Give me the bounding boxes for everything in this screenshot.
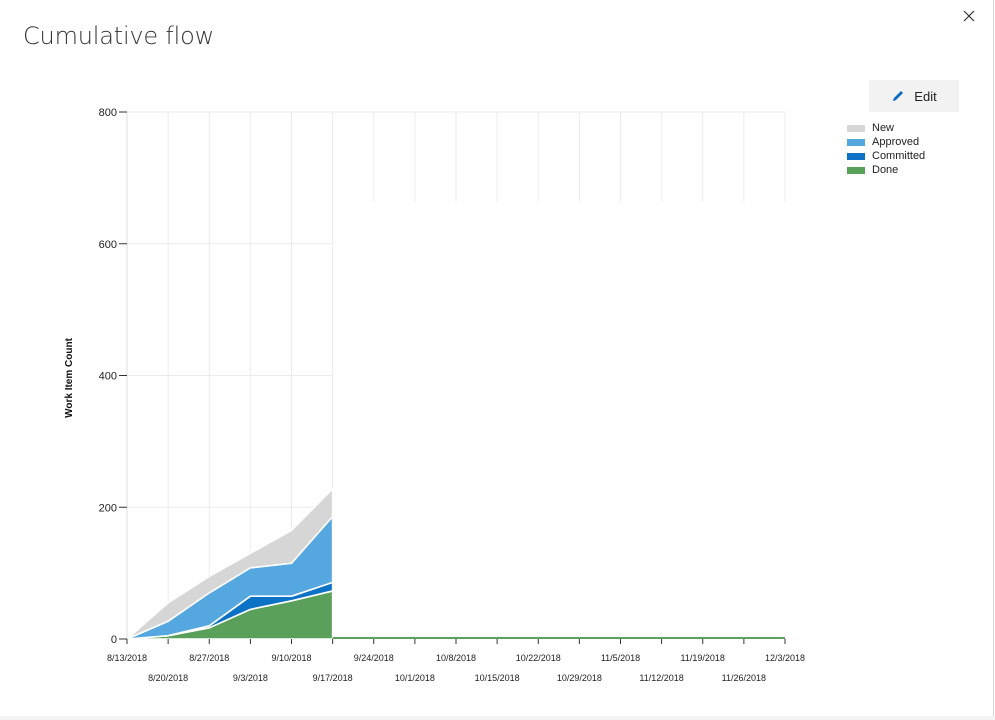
edit-button-label: Edit [914, 88, 937, 104]
legend-item-done[interactable]: Done [847, 163, 925, 177]
area-series-done [126, 590, 334, 640]
background-strip [0, 716, 995, 720]
dialog-title: Cumulative flow [23, 22, 215, 50]
close-icon [963, 10, 975, 22]
chart-areas [126, 488, 785, 640]
x-tick-label: 8/27/2018 [189, 653, 229, 663]
x-tick-label: 10/15/2018 [475, 673, 520, 683]
y-tick-label: 400 [99, 371, 117, 383]
legend-item-approved[interactable]: Approved [847, 135, 925, 149]
x-tick-label: 11/26/2018 [722, 673, 766, 683]
x-tick-label: 8/13/2018 [107, 653, 147, 663]
legend-swatch-approved [847, 138, 865, 146]
y-tick-label: 800 [99, 107, 117, 119]
x-tick-label: 11/19/2018 [681, 653, 725, 663]
x-tick-label: 11/5/2018 [601, 653, 640, 663]
x-tick-label: 9/24/2018 [354, 653, 394, 663]
chart-grid [127, 111, 786, 639]
legend-item-new[interactable]: New [847, 121, 925, 135]
x-tick-label: 10/22/2018 [516, 653, 561, 663]
close-button[interactable] [959, 6, 979, 26]
legend-label-new: New [872, 122, 895, 134]
chart-legend: New Approved Committed Done [847, 121, 925, 177]
legend-label-approved: Approved [872, 136, 920, 148]
area-series-approved [126, 515, 334, 640]
legend-swatch-done [847, 166, 865, 174]
y-tick-label: 200 [99, 502, 117, 514]
y-axis-label: Work Item Count [64, 337, 75, 417]
chart-axes: 0 200 400 600 800 8/13/2018 8/27/2018 9/10/2018… [99, 107, 805, 683]
x-tick-label: 9/17/2018 [313, 673, 353, 683]
future-baseline-band [332, 637, 785, 639]
area-series-new [126, 488, 334, 640]
x-tick-label: 10/8/2018 [436, 653, 476, 663]
x-tick-label: 9/10/2018 [271, 653, 311, 663]
y-tick-label: 0 [111, 634, 117, 646]
x-tick-label: 9/3/2018 [233, 673, 268, 683]
x-tick-label: 10/1/2018 [395, 673, 435, 683]
y-tick-label: 600 [99, 239, 117, 251]
x-tick-label: 10/29/2018 [557, 673, 602, 683]
x-tick-label: 11/12/2018 [639, 673, 683, 683]
legend-item-committed[interactable]: Committed [847, 149, 925, 163]
legend-label-done: Done [872, 164, 899, 176]
area-series-committed [126, 581, 334, 640]
legend-swatch-committed [847, 152, 865, 160]
x-tick-label: 12/3/2018 [765, 653, 805, 663]
legend-label-committed: Committed [872, 150, 926, 162]
x-tick-label: 8/20/2018 [148, 673, 188, 683]
pencil-icon [893, 91, 904, 101]
edit-button[interactable]: Edit [869, 80, 959, 112]
legend-swatch-new [847, 124, 865, 132]
